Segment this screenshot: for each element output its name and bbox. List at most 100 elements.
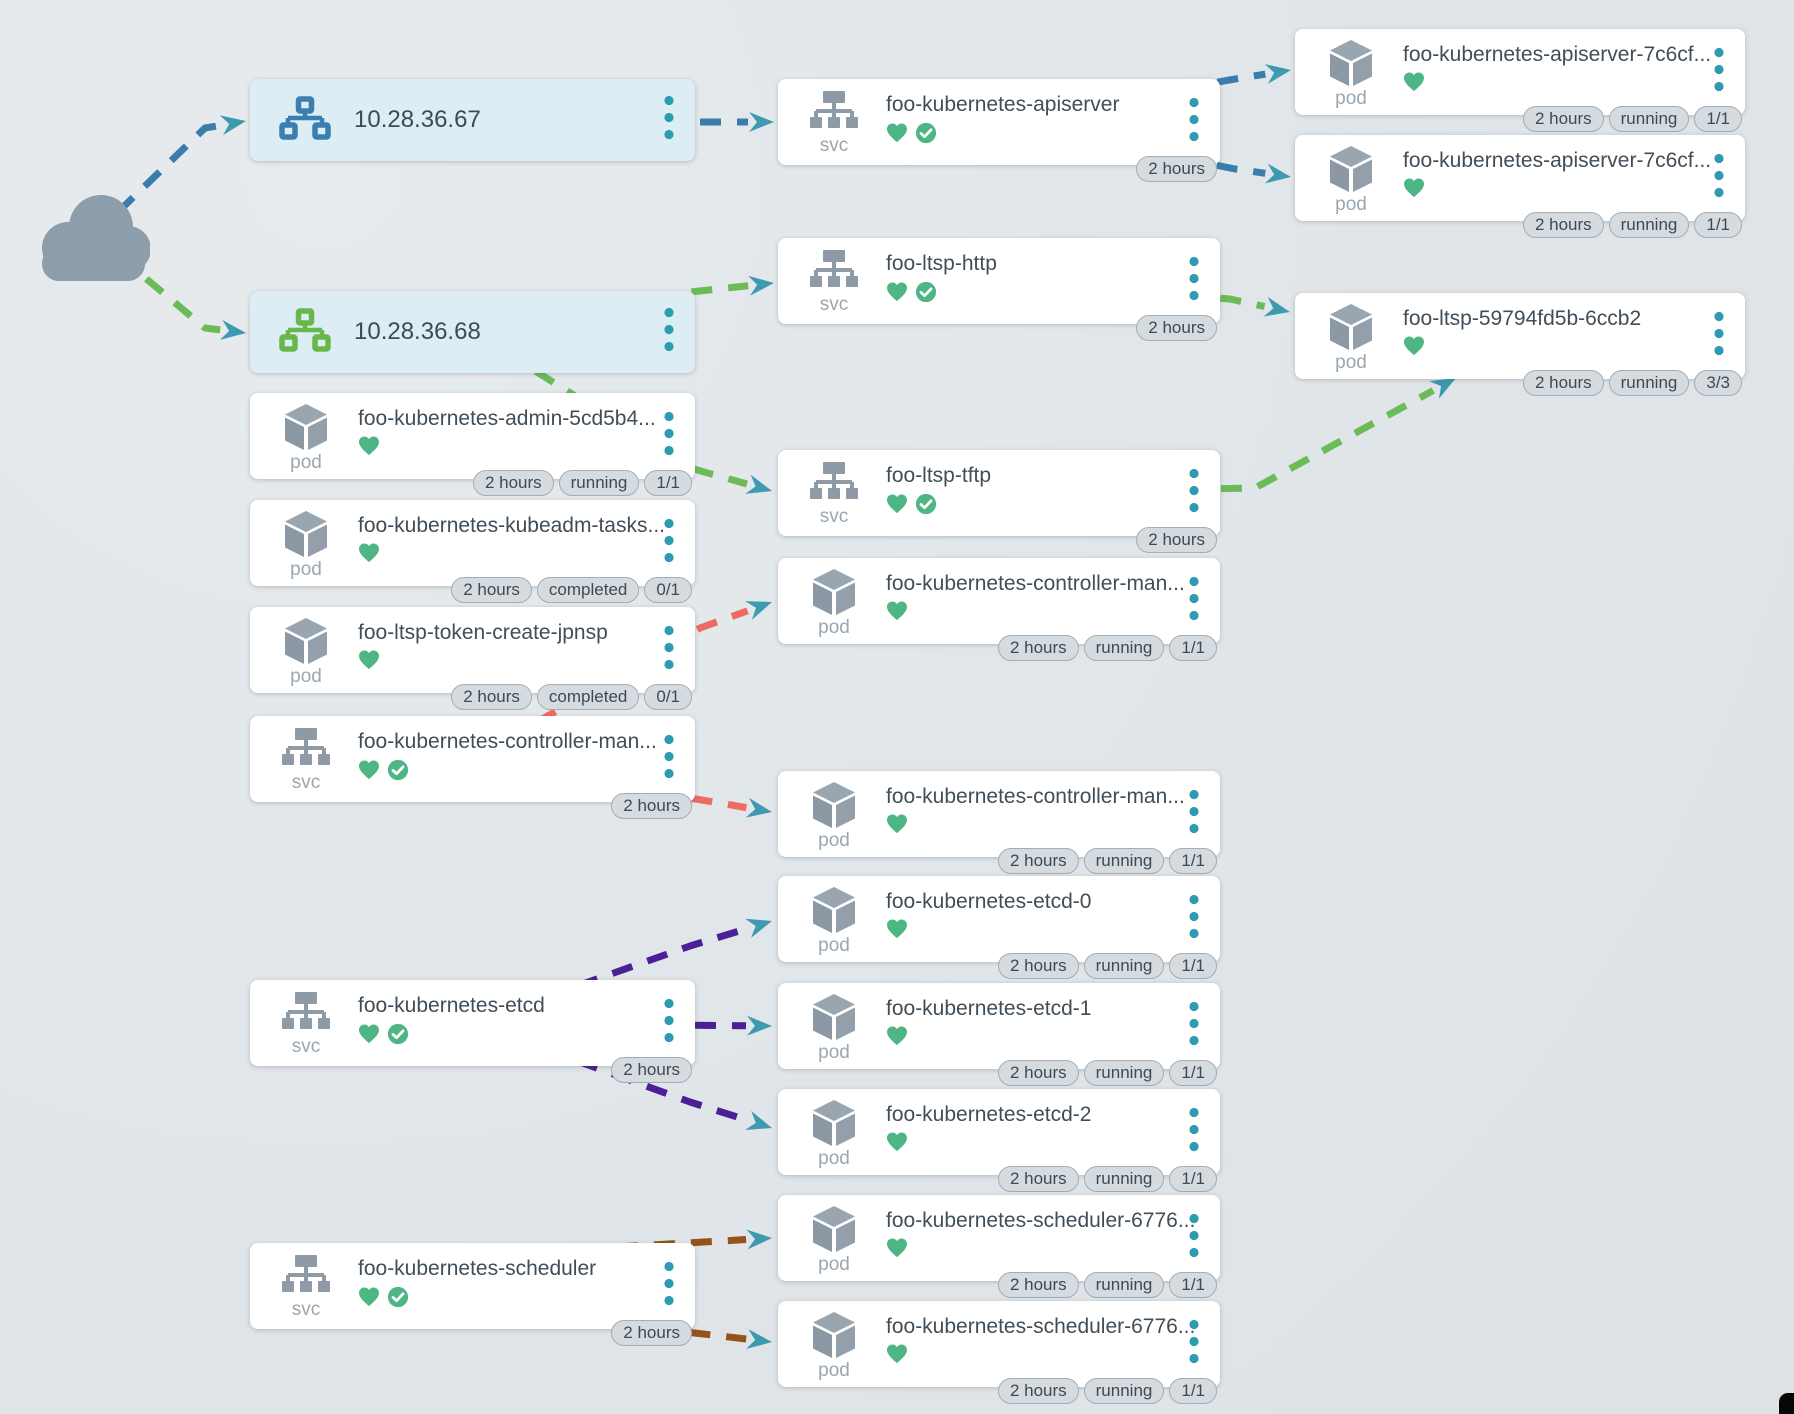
node-menu-button[interactable] xyxy=(1183,1000,1205,1053)
arrowhead-icon xyxy=(1429,378,1456,399)
edge-host-68-svc-ltsp-tftp xyxy=(471,329,748,488)
node-pod-etcd-1[interactable]: pod foo-kubernetes-etcd-1 2 hours running 1/… xyxy=(778,983,1220,1086)
node-badges: 2 hours xyxy=(1136,156,1217,182)
arrowhead-icon xyxy=(1263,296,1290,317)
node-kind-label: svc xyxy=(291,1299,321,1321)
node-pod-kubeadm[interactable]: pod foo-kubernetes-kubeadm-tasks... 2 hour… xyxy=(250,500,695,603)
node-pod-etcd-0[interactable]: pod foo-kubernetes-etcd-0 2 hours running 1/… xyxy=(778,876,1220,979)
node-menu-button[interactable] xyxy=(1183,788,1205,841)
node-menu-button[interactable] xyxy=(1183,1212,1205,1265)
status-badge: 2 hours xyxy=(611,1320,692,1346)
node-badges: 2 hours running 1/1 xyxy=(997,953,1217,979)
node-icon-col: pod xyxy=(1309,29,1393,115)
heart-icon xyxy=(359,543,379,563)
node-menu-button[interactable] xyxy=(1708,310,1730,363)
node-kind-label: pod xyxy=(290,666,322,688)
node-menu-button[interactable] xyxy=(658,517,680,570)
node-menu-button[interactable] xyxy=(658,1260,680,1313)
node-content: foo-ltsp-tftp xyxy=(876,450,1220,536)
node-menu-button[interactable] xyxy=(1708,46,1730,99)
node-pod-ltsp[interactable]: pod foo-ltsp-59794fd5b-6ccb2 2 hours runnin… xyxy=(1295,293,1745,396)
node-content: foo-kubernetes-scheduler-6776... xyxy=(876,1195,1220,1281)
node-menu-button[interactable] xyxy=(1183,96,1205,149)
node-menu-button[interactable] xyxy=(1708,152,1730,205)
node-content: foo-kubernetes-controller-man... xyxy=(876,558,1220,644)
node-host-68[interactable]: 10.28.36.68 xyxy=(250,291,695,373)
node-icon-col: pod xyxy=(792,1195,876,1281)
node-content: 10.28.36.67 xyxy=(342,106,695,134)
node-svc-api[interactable]: svc foo-kubernetes-apiserver 2 hours xyxy=(778,79,1220,182)
host-network-icon xyxy=(279,96,331,140)
status-badge: running xyxy=(1083,1272,1165,1298)
node-pod-sched-1[interactable]: pod foo-kubernetes-scheduler-6776... 2 hou… xyxy=(778,1195,1220,1298)
node-icon-col: pod xyxy=(264,393,348,479)
node-pod-ctrl-1[interactable]: pod foo-kubernetes-controller-man... 2 hou… xyxy=(778,558,1220,661)
node-badges: 2 hours running 1/1 xyxy=(997,635,1217,661)
node-menu-button[interactable] xyxy=(1183,1318,1205,1371)
node-pod-token[interactable]: pod foo-ltsp-token-create-jpnsp 2 hours com… xyxy=(250,607,695,710)
node-pod-etcd-2[interactable]: pod foo-kubernetes-etcd-2 2 hours running 1/… xyxy=(778,1089,1220,1192)
node-menu-button[interactable] xyxy=(658,410,680,463)
node-status-row xyxy=(1403,72,1745,92)
pod-cube-icon xyxy=(813,887,855,934)
node-menu-button[interactable] xyxy=(1183,575,1205,628)
node-status-row xyxy=(358,759,695,781)
node-icon-col: svc xyxy=(264,716,348,802)
kebab-menu-icon xyxy=(1189,1107,1199,1152)
node-menu-button[interactable] xyxy=(658,94,680,147)
node-kind-label: pod xyxy=(818,1360,850,1382)
node-menu-button[interactable] xyxy=(658,624,680,677)
status-badge: 2 hours xyxy=(997,848,1079,874)
node-menu-button[interactable] xyxy=(658,997,680,1050)
node-kind-label: pod xyxy=(818,1254,850,1276)
node-kind-label: pod xyxy=(1335,194,1367,216)
status-badge: 1/1 xyxy=(644,470,692,496)
node-menu-button[interactable] xyxy=(1183,893,1205,946)
node-pod-sched-2[interactable]: pod foo-kubernetes-scheduler-6776... 2 hou… xyxy=(778,1301,1220,1404)
node-status-row xyxy=(1403,336,1745,356)
node-pod-api-2[interactable]: pod foo-kubernetes-apiserver-7c6cf... 2 ho… xyxy=(1295,135,1745,238)
node-badges: 2 hours running 1/1 xyxy=(1522,106,1742,132)
edge-cloud-host-67 xyxy=(115,121,221,215)
node-svc-etcd[interactable]: svc foo-kubernetes-etcd 2 hours xyxy=(250,980,695,1083)
node-menu-button[interactable] xyxy=(658,733,680,786)
status-badge: running xyxy=(1083,1378,1165,1404)
node-badges: 2 hours xyxy=(1136,527,1217,553)
corner-overlay xyxy=(1779,1393,1794,1414)
node-status-row xyxy=(358,436,695,456)
node-pod-admin[interactable]: pod foo-kubernetes-admin-5cd5b4... 2 hours… xyxy=(250,393,695,496)
node-title: foo-ltsp-token-create-jpnsp xyxy=(358,621,608,644)
pod-cube-icon xyxy=(813,994,855,1041)
status-badge: running xyxy=(1608,212,1690,238)
node-icon-col: svc xyxy=(264,980,348,1066)
status-badge: 2 hours xyxy=(451,684,532,710)
status-badge: 2 hours xyxy=(997,1166,1079,1192)
node-icon-col: svc xyxy=(792,238,876,324)
node-badges: 2 hours running 1/1 xyxy=(997,1060,1217,1086)
node-content: foo-kubernetes-etcd xyxy=(348,980,695,1066)
kebab-menu-icon xyxy=(664,625,674,670)
node-pod-api-1[interactable]: pod foo-kubernetes-apiserver-7c6cf... 2 ho… xyxy=(1295,29,1745,132)
arrowhead-icon xyxy=(745,918,772,938)
heart-icon xyxy=(887,601,907,621)
status-badge: 2 hours xyxy=(611,1057,692,1083)
status-badge: 2 hours xyxy=(472,470,554,496)
heart-icon xyxy=(887,1344,907,1364)
node-content: foo-ltsp-token-create-jpnsp xyxy=(348,607,695,693)
node-svc-ltsp-tftp[interactable]: svc foo-ltsp-tftp 2 hours xyxy=(778,450,1220,553)
node-menu-button[interactable] xyxy=(1183,1106,1205,1159)
node-badges: 2 hours xyxy=(611,1057,692,1083)
node-host-67[interactable]: 10.28.36.67 xyxy=(250,79,695,161)
edge-cloud-host-68 xyxy=(115,252,221,334)
node-svc-sched[interactable]: svc foo-kubernetes-scheduler 2 hours xyxy=(250,1243,695,1346)
node-menu-button[interactable] xyxy=(658,306,680,359)
node-svc-ctrl[interactable]: svc foo-kubernetes-controller-man... 2 hou… xyxy=(250,716,695,819)
node-icon-col: pod xyxy=(264,607,348,693)
node-menu-button[interactable] xyxy=(1183,467,1205,520)
node-svc-ltsp-http[interactable]: svc foo-ltsp-http 2 hours xyxy=(778,238,1220,341)
node-pod-ctrl-2[interactable]: pod foo-kubernetes-controller-man... 2 hou… xyxy=(778,771,1220,874)
heart-icon xyxy=(887,919,907,939)
node-menu-button[interactable] xyxy=(1183,255,1205,308)
heart-icon xyxy=(887,1132,907,1152)
